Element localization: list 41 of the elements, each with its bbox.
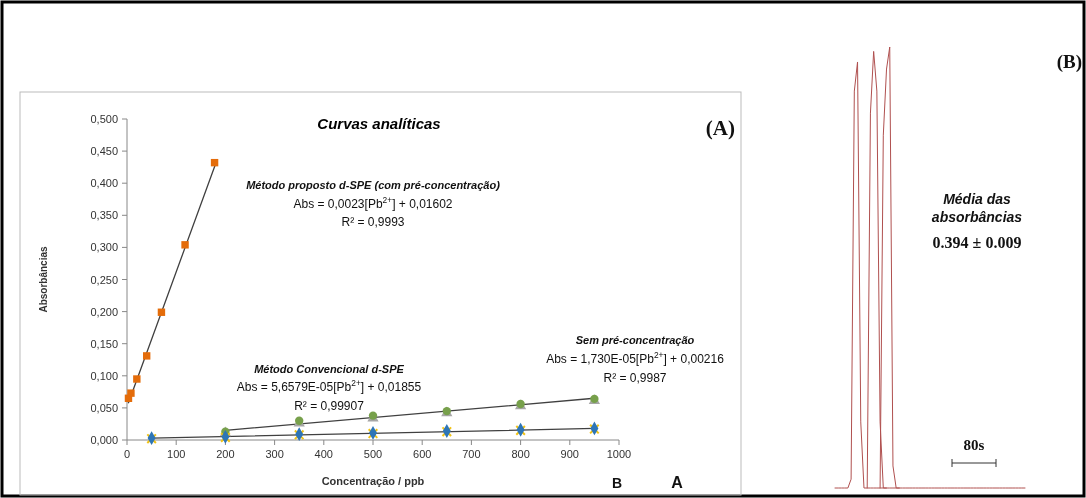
x-axis-title: Concentração / ppb: [321, 475, 425, 487]
y-tick-label: 0,250: [90, 273, 118, 286]
x-tick-label: 0: [123, 448, 131, 460]
y-tick-label: 0,500: [90, 113, 118, 125]
x-tick-label: 200: [216, 448, 235, 460]
x-tick-label: 500: [363, 448, 383, 460]
y-tick-label: 0,300: [90, 241, 118, 254]
y-tick-label: 0,400: [90, 177, 118, 190]
annotation: Método proposto d-SPE (com pré-concentração): [246, 179, 501, 191]
x-tick-label: 700: [462, 448, 481, 460]
annotation: Abs = 1,730E-05[Pb$^{2+}$] + 0,00216: [546, 350, 725, 366]
x-tick-label: 600: [413, 448, 432, 460]
y-tick-label: 0,000: [90, 434, 118, 446]
text: (A): [705, 116, 735, 140]
annotation: 0.394 ± 0.009: [932, 234, 1022, 251]
x-tick-label: 300: [265, 448, 284, 460]
annotation: 80s: [963, 437, 985, 453]
y-tick-label: 0,150: [90, 337, 118, 350]
text: A: [671, 474, 684, 491]
x-tick-label: 1000: [606, 448, 632, 460]
annotation: Sem pré-concentração: [575, 334, 695, 346]
annotation: R² = 0,99907: [294, 399, 365, 413]
text: B: [611, 475, 623, 491]
x-tick-label: 800: [511, 448, 530, 460]
x-tick-label: 900: [560, 448, 579, 460]
annotation: Abs = 0,0023[Pb$^{2+}$] + 0,01602: [293, 195, 453, 211]
annotation: Abs = 5,6579E-05[Pb$^{2+}$] + 0,01855: [236, 378, 422, 394]
y-tick-label: 0,050: [90, 401, 118, 414]
annotation: Método Convencional d-SPE: [254, 363, 405, 375]
annotation: R² = 0,9987: [603, 371, 667, 385]
y-tick-label: 0,200: [90, 305, 118, 318]
annotation: Média das absorbâncias: [931, 191, 1023, 225]
annotation: R² = 0,9993: [341, 215, 405, 229]
chart-title: Curvas analíticas: [317, 115, 441, 132]
y-tick-label: 0,350: [90, 209, 118, 222]
y-axis-title: Absorbâncias: [38, 246, 49, 313]
x-tick-label: 100: [167, 448, 186, 460]
text: (B): [1056, 51, 1082, 73]
x-tick-label: 400: [314, 448, 333, 460]
y-tick-label: 0,450: [90, 145, 118, 158]
y-tick-label: 0,100: [90, 369, 118, 382]
